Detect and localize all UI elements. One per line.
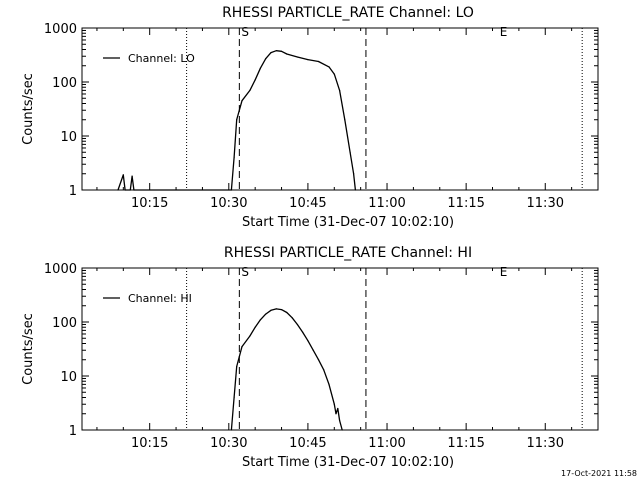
- data-point: [323, 369, 325, 371]
- data-point: [307, 59, 309, 61]
- data-point: [335, 413, 337, 415]
- y-tick-label: 10: [60, 370, 77, 385]
- y-tick-label: 10: [60, 130, 77, 145]
- data-point: [296, 56, 298, 58]
- data-point: [259, 67, 261, 69]
- chart-title: RHESSI PARTICLE_RATE Channel: LO: [222, 5, 474, 21]
- data-point: [337, 407, 339, 410]
- y-tick-label: 100: [52, 76, 77, 91]
- data-point: [302, 331, 304, 333]
- data-point: [117, 189, 119, 191]
- data-point: [344, 119, 346, 121]
- data-point: [312, 349, 314, 351]
- data-point: [333, 403, 335, 405]
- x-tick-label: 10:15: [131, 436, 168, 451]
- footer-date: 17-Oct-2021 11:58: [561, 469, 637, 478]
- x-tick-label: 11:15: [447, 436, 484, 451]
- data-point: [124, 189, 126, 191]
- data-point: [317, 359, 320, 361]
- data-point: [354, 189, 356, 191]
- event-marker-label: E: [500, 25, 508, 39]
- data-point: [254, 326, 256, 328]
- data-point: [249, 335, 251, 337]
- x-axis-label: Start Time (31-Dec-07 10:02:10): [242, 455, 454, 470]
- data-point: [280, 309, 283, 311]
- data-point: [249, 89, 251, 91]
- data-point: [133, 189, 135, 191]
- event-marker-label: S: [241, 25, 249, 39]
- data-point: [328, 383, 330, 385]
- x-tick-label: 11:30: [527, 436, 564, 451]
- data-point: [339, 419, 341, 422]
- data-point: [259, 319, 261, 321]
- data-point: [265, 58, 267, 60]
- y-tick-label: 1: [69, 184, 77, 199]
- data-point: [270, 309, 272, 311]
- legend-label: Channel: LO: [128, 52, 195, 65]
- data-point: [241, 100, 243, 102]
- x-tick-label: 11:15: [447, 196, 484, 211]
- y-tick-label: 1000: [44, 22, 77, 37]
- data-point: [328, 66, 330, 68]
- data-point: [230, 189, 232, 191]
- data-point: [236, 365, 238, 368]
- y-axis-label: Counts/sec: [21, 73, 36, 145]
- data-point: [296, 323, 298, 326]
- data-point: [270, 52, 272, 54]
- data-point: [275, 308, 277, 310]
- x-tick-label: 11:00: [368, 196, 405, 211]
- x-tick-label: 10:45: [289, 436, 326, 451]
- data-point: [349, 151, 351, 153]
- plot-frame: [81, 267, 599, 431]
- x-tick-label: 10:45: [289, 196, 326, 211]
- x-tick-label: 10:15: [131, 196, 168, 211]
- data-point: [233, 396, 235, 399]
- chart-title: RHESSI PARTICLE_RATE Channel: HI: [224, 245, 472, 261]
- data-point: [307, 340, 309, 342]
- series-line: [230, 308, 343, 431]
- data-point: [236, 119, 238, 121]
- data-point: [286, 311, 288, 314]
- data-point: [230, 429, 232, 431]
- data-point: [291, 317, 293, 319]
- x-tick-label: 10:30: [210, 436, 247, 451]
- y-axis-label: Counts/sec: [21, 313, 36, 385]
- data-point: [129, 189, 131, 191]
- legend-label: Channel: HI: [128, 292, 192, 305]
- data-point: [280, 50, 283, 52]
- data-point: [286, 53, 288, 55]
- x-axis-label: Start Time (31-Dec-07 10:02:10): [242, 215, 454, 230]
- data-point: [333, 73, 335, 75]
- panel-hi: RHESSI PARTICLE_RATE Channel: HI Start T…: [21, 245, 599, 470]
- data-point: [339, 89, 341, 91]
- data-point: [353, 173, 355, 175]
- plot-frame: [81, 27, 599, 191]
- event-marker-label: E: [500, 265, 508, 279]
- data-point: [122, 174, 124, 176]
- y-tick-label: 100: [52, 316, 77, 331]
- x-tick-label: 11:30: [527, 196, 564, 211]
- panel-lo: RHESSI PARTICLE_RATE Channel: LO Start T…: [21, 5, 599, 230]
- data-point: [317, 60, 320, 63]
- event-marker-label: S: [241, 265, 249, 279]
- x-tick-label: 10:30: [210, 196, 247, 211]
- y-tick-label: 1000: [44, 262, 77, 277]
- data-point: [275, 50, 277, 52]
- series-line: [117, 50, 357, 191]
- data-point: [254, 79, 256, 81]
- data-point: [233, 156, 235, 159]
- data-point: [265, 313, 267, 315]
- y-tick-label: 1: [69, 424, 77, 439]
- data-point: [341, 429, 343, 431]
- x-tick-label: 11:00: [368, 436, 405, 451]
- data-point: [131, 175, 133, 177]
- data-point: [241, 346, 243, 348]
